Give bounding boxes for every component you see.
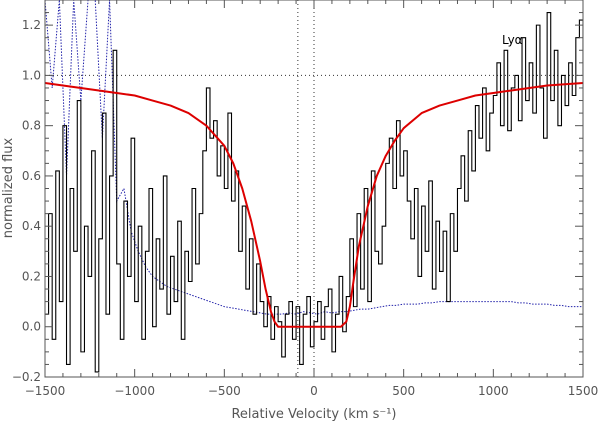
reference-lines xyxy=(45,0,583,377)
x-tick-label: −500 xyxy=(208,384,241,398)
y-tick-label: 1.2 xyxy=(22,18,41,32)
series-observed-flux xyxy=(45,12,583,373)
x-tick-label: 1000 xyxy=(478,384,509,398)
line-annotation: Lyα xyxy=(502,33,523,47)
x-tick-label: −1500 xyxy=(25,384,66,398)
x-axis: −1500 −1000 −500 0 500 1000 1500 xyxy=(25,0,599,398)
y-tick-label: 0.4 xyxy=(22,219,41,233)
series-error-spectrum xyxy=(45,0,583,315)
series-model-fit xyxy=(45,81,583,328)
y-tick-label: 1.0 xyxy=(22,68,41,82)
y-tick-label: 0.8 xyxy=(22,119,41,133)
y-axis-label: normalized flux xyxy=(1,137,16,238)
x-tick-label: 0 xyxy=(310,384,318,398)
x-tick-label: 1500 xyxy=(568,384,599,398)
y-tick-label: 0.2 xyxy=(22,269,41,283)
y-axis: −0.2 0.0 0.2 0.4 0.6 0.8 1.0 1.2 xyxy=(12,0,583,384)
y-tick-label: 0.0 xyxy=(22,320,41,334)
x-tick-label: 500 xyxy=(392,384,415,398)
y-tick-label: −0.2 xyxy=(12,370,41,384)
x-axis-label: Relative Velocity (km s⁻¹) xyxy=(231,407,396,422)
series-layer xyxy=(45,0,583,373)
y-tick-label: 0.6 xyxy=(22,169,41,183)
x-tick-label: −1000 xyxy=(114,384,155,398)
